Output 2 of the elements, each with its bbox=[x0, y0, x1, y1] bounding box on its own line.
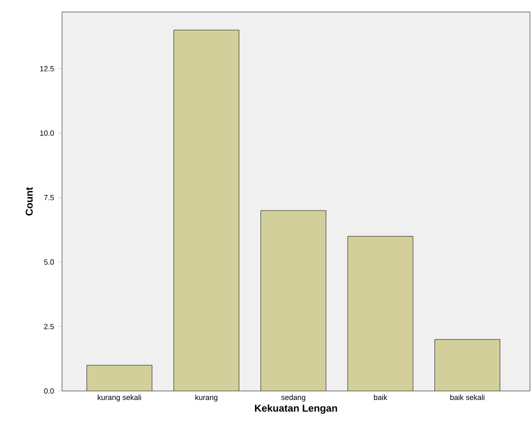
x-axis-title: Kekuatan Lengan bbox=[255, 404, 338, 414]
y-axis-title: Count bbox=[26, 187, 33, 216]
